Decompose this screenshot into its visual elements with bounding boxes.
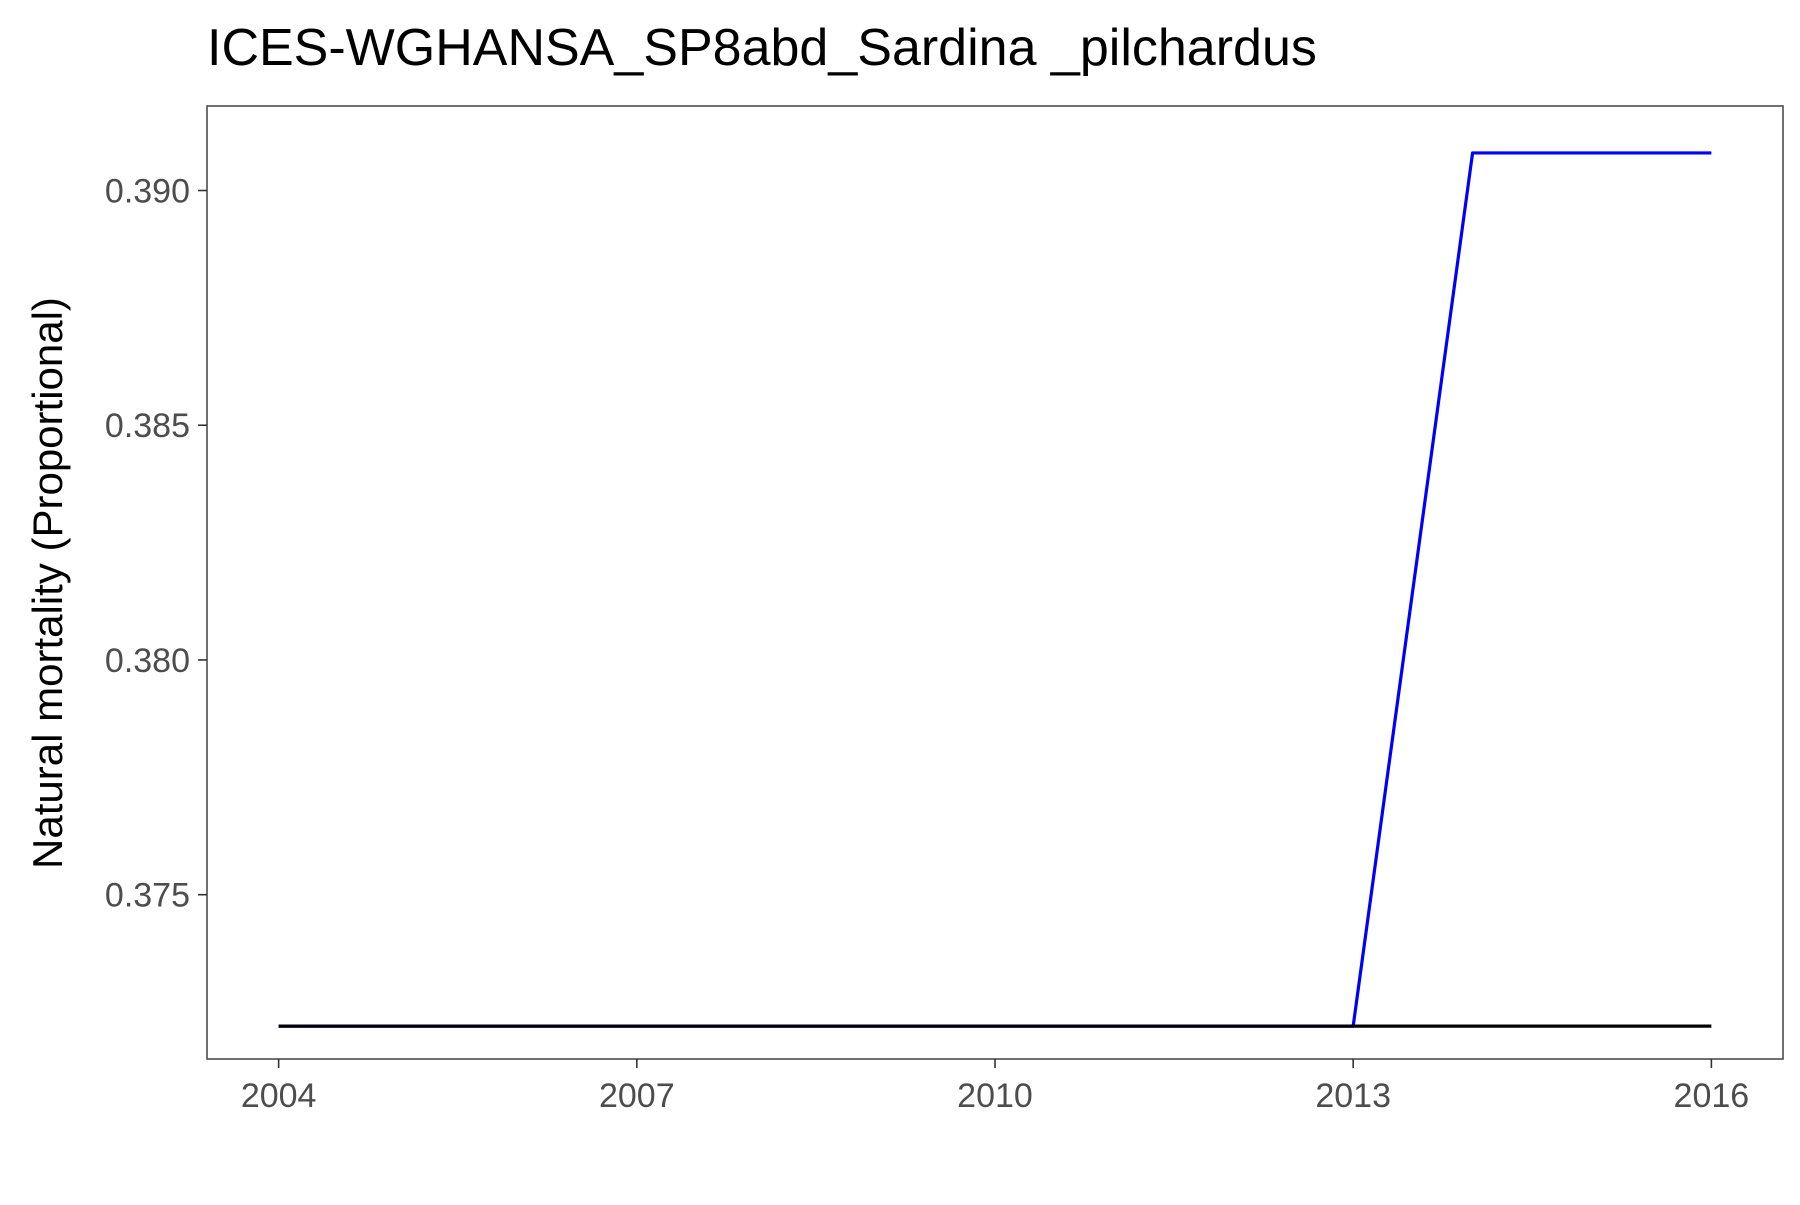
series-line-1 bbox=[278, 151, 1712, 1028]
plot-area: 0.375 0.380 0.385 0.390 2004 2007 2010 2013 2016 bbox=[105, 105, 1784, 1115]
x-tick-label: 2010 bbox=[957, 1077, 1033, 1115]
chart-title: ICES-WGHANSA_SP8abd_Sardina _pilchardus bbox=[207, 19, 1317, 77]
x-tick-label: 2013 bbox=[1315, 1077, 1391, 1115]
y-tick-label: 0.375 bbox=[105, 877, 190, 915]
x-tick-label: 2016 bbox=[1674, 1077, 1750, 1115]
y-tick-label: 0.385 bbox=[105, 407, 190, 445]
y-axis-label: Natural mortality (Proportional) bbox=[24, 297, 71, 869]
panel-border bbox=[206, 105, 1784, 1060]
x-tick-label: 2007 bbox=[599, 1077, 675, 1115]
y-tick-label: 0.390 bbox=[105, 173, 190, 211]
x-tick-label: 2004 bbox=[241, 1077, 317, 1115]
y-tick-label: 0.380 bbox=[105, 642, 190, 680]
